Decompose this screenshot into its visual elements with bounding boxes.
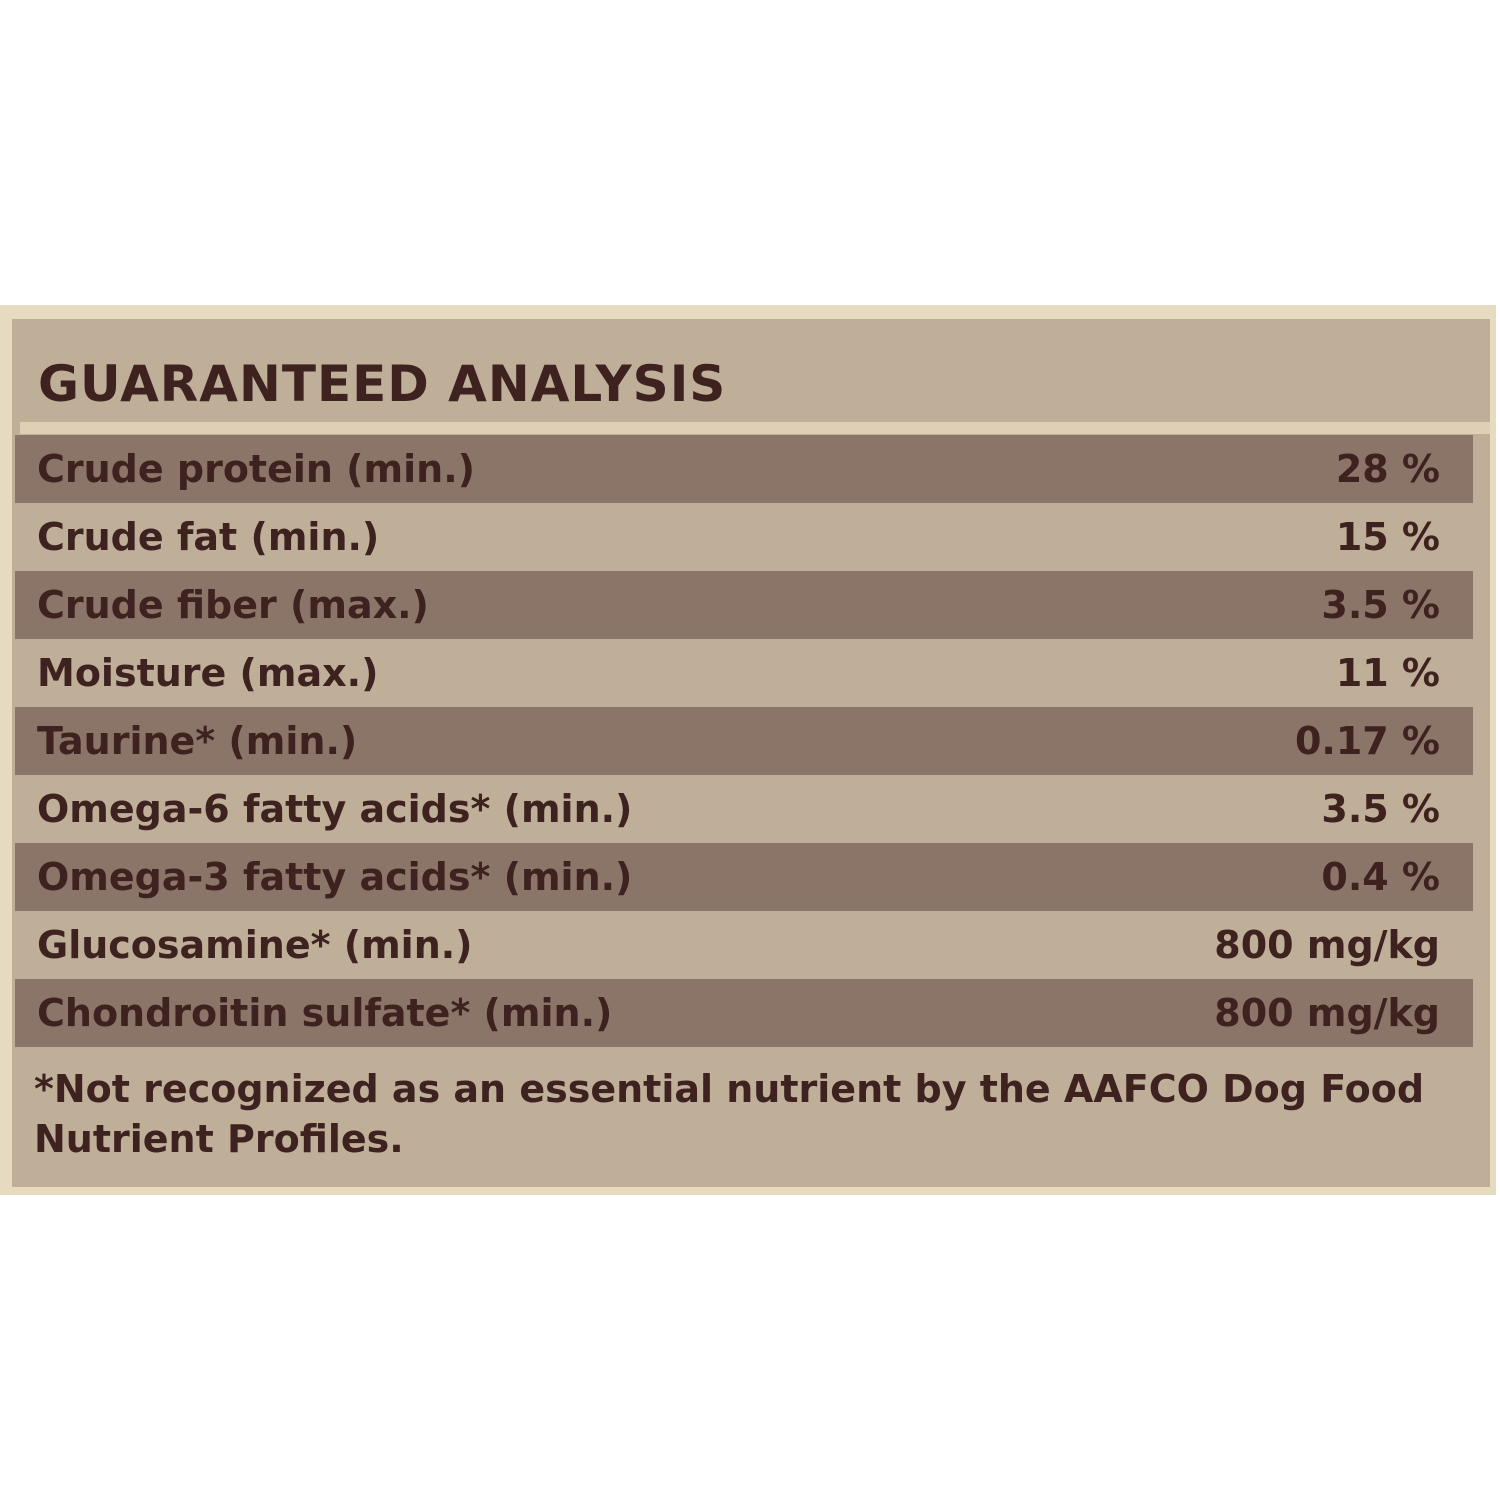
table-row: Taurine* (min.) 0.17 % [15, 707, 1473, 775]
nutrient-value: 3.5 % [1321, 787, 1440, 831]
nutrient-label: Omega-6 fatty acids* (min.) [37, 787, 633, 831]
nutrient-value: 800 mg/kg [1214, 991, 1440, 1035]
table-row: Crude protein (min.) 28 % [15, 435, 1473, 503]
table-row: Omega-3 fatty acids* (min.) 0.4 % [15, 843, 1473, 911]
page-title: GUARANTEED ANALYSIS [38, 355, 727, 413]
nutrient-label: Crude fat (min.) [37, 515, 380, 559]
table-row: Crude fiber (max.) 3.5 % [15, 571, 1473, 639]
nutrient-label: Glucosamine* (min.) [37, 923, 473, 967]
nutrient-value: 3.5 % [1321, 583, 1440, 627]
nutrient-label: Crude fiber (max.) [37, 583, 429, 627]
nutrient-label: Omega-3 fatty acids* (min.) [37, 855, 633, 899]
nutrient-label: Chondroitin sulfate* (min.) [37, 991, 613, 1035]
nutrient-value: 0.4 % [1321, 855, 1440, 899]
nutrient-label: Taurine* (min.) [37, 719, 358, 763]
footnote: *Not recognized as an essential nutrient… [34, 1067, 1425, 1161]
nutrient-value: 11 % [1335, 651, 1440, 695]
analysis-panel: GUARANTEED ANALYSIS Crude protein (min.)… [12, 319, 1490, 1187]
nutrient-label: Crude protein (min.) [37, 447, 476, 491]
analysis-card: GUARANTEED ANALYSIS Crude protein (min.)… [0, 305, 1496, 1195]
nutrient-value: 0.17 % [1294, 719, 1440, 763]
table-row: Crude fat (min.) 15 % [15, 503, 1473, 571]
table-row: Omega-6 fatty acids* (min.) 3.5 % [15, 775, 1473, 843]
table-row: Glucosamine* (min.) 800 mg/kg [15, 911, 1473, 979]
nutrient-value: 800 mg/kg [1214, 923, 1440, 967]
header-divider [20, 422, 1490, 434]
table-row: Chondroitin sulfate* (min.) 800 mg/kg [15, 979, 1473, 1047]
nutrient-value: 28 % [1335, 447, 1440, 491]
table-row: Moisture (max.) 11 % [15, 639, 1473, 707]
nutrient-label: Moisture (max.) [37, 651, 379, 695]
nutrient-value: 15 % [1335, 515, 1440, 559]
analysis-table: Crude protein (min.) 28 % Crude fat (min.… [15, 435, 1473, 1047]
